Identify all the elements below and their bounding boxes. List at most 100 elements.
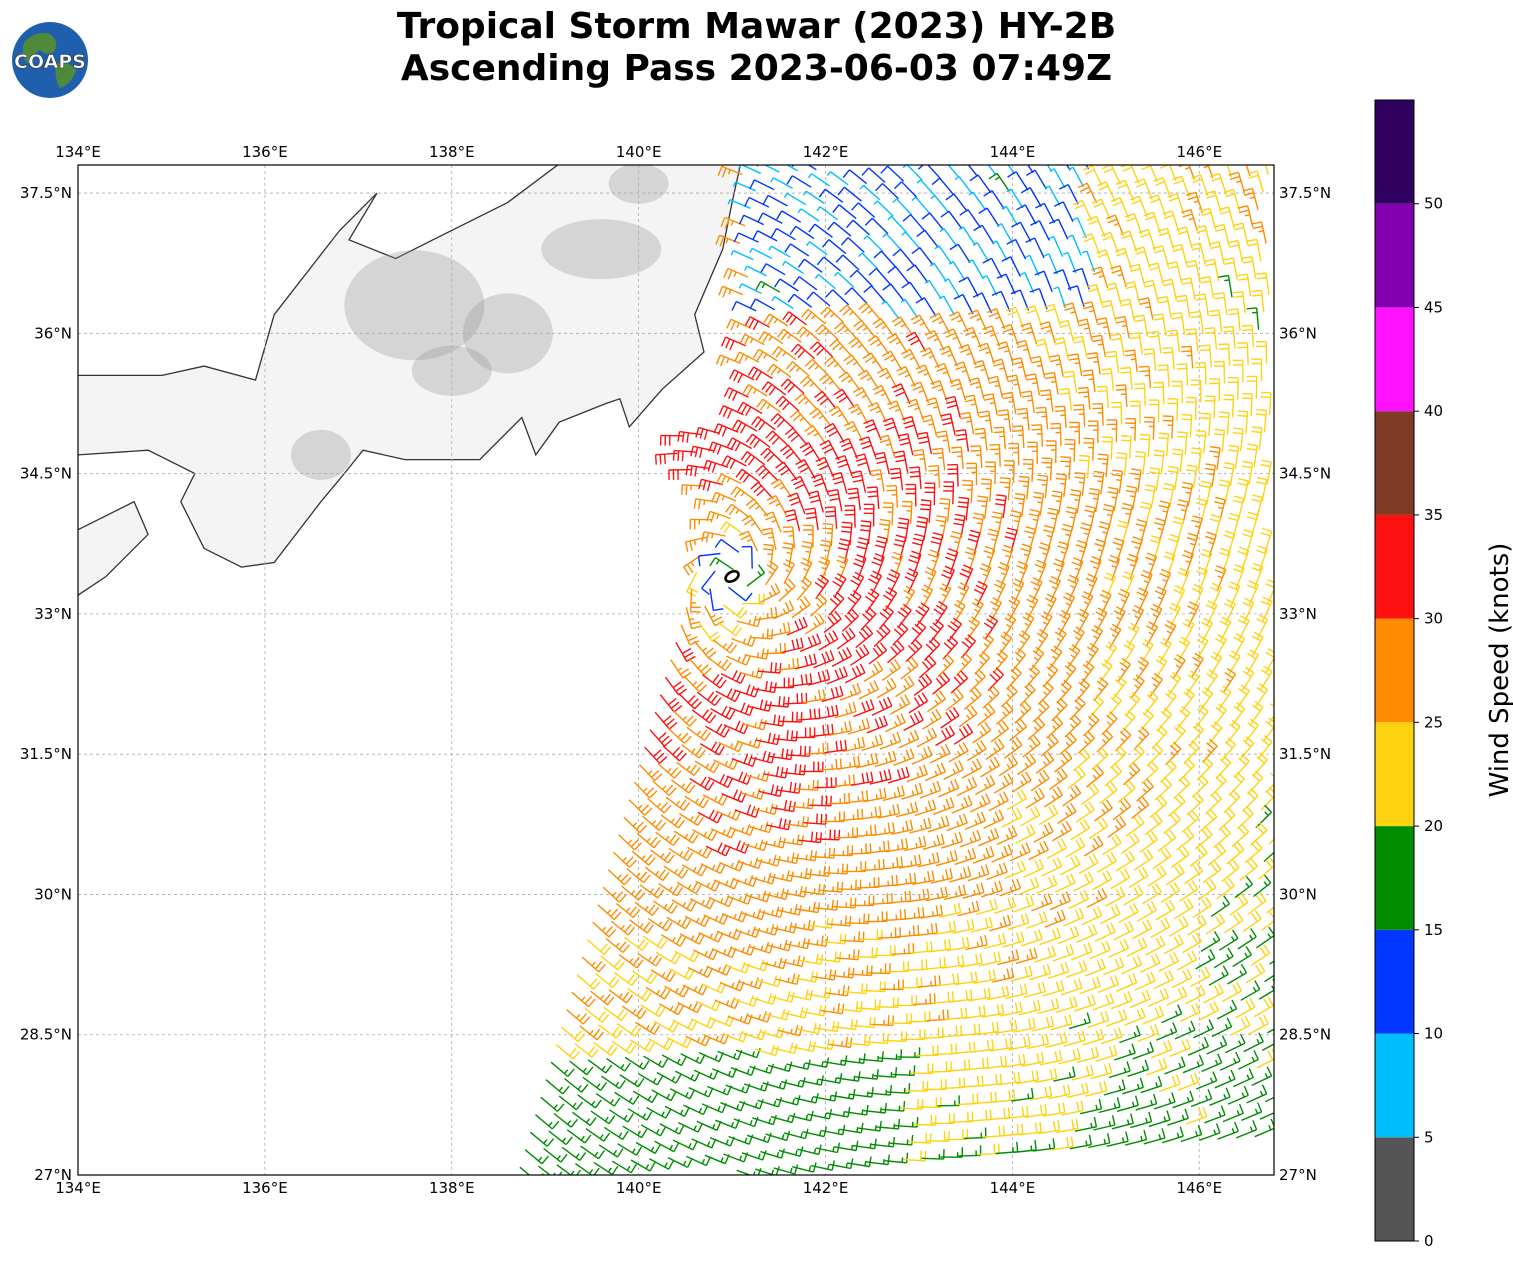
wind-barb — [734, 684, 760, 698]
wind-barb — [997, 949, 1020, 966]
wind-barb — [756, 398, 781, 413]
wind-barb — [997, 631, 1013, 657]
wind-barb — [958, 1145, 982, 1157]
wind-barb — [969, 1109, 992, 1122]
wind-barb — [1151, 725, 1168, 750]
wind-barb — [917, 852, 940, 868]
wind-barb — [835, 254, 860, 271]
wind-barb — [1053, 286, 1067, 309]
wind-barb — [900, 348, 922, 370]
wind-barb — [749, 628, 774, 640]
wind-barb — [1219, 929, 1239, 951]
wind-barb — [918, 655, 937, 679]
wind-barb — [1180, 277, 1196, 300]
wind-barb — [519, 1166, 544, 1175]
wind-barb — [1154, 586, 1167, 612]
wind-barb — [785, 816, 810, 828]
wind-barb — [870, 469, 885, 492]
wind-barb — [585, 1128, 611, 1142]
wind-barb — [1094, 799, 1113, 822]
wind-barb — [770, 478, 793, 498]
wind-barb — [828, 405, 850, 426]
wind-barb — [642, 935, 668, 949]
wind-barb — [1024, 305, 1043, 327]
wind-barb — [1040, 389, 1054, 412]
wind-barb — [857, 999, 881, 1011]
wind-barb — [944, 1007, 968, 1021]
wind-barb — [867, 335, 890, 355]
wind-barb — [1048, 575, 1061, 601]
wind-barb — [1012, 771, 1032, 793]
wind-barb — [789, 1110, 814, 1122]
wind-barb — [1149, 795, 1168, 818]
wind-barb — [670, 779, 696, 794]
wind-barb — [977, 703, 996, 727]
wind-barb — [1088, 817, 1109, 840]
wind-barb — [874, 750, 897, 768]
wind-barb — [916, 179, 936, 197]
wind-barb — [1067, 353, 1083, 376]
wind-barb — [1031, 424, 1044, 447]
wind-barb — [1098, 1097, 1121, 1114]
wind-barb — [1182, 1054, 1205, 1074]
wind-barb — [1188, 722, 1205, 747]
wind-barb — [850, 470, 867, 493]
wind-barb — [995, 1141, 1019, 1155]
wind-barb — [741, 593, 765, 605]
wind-barb — [1153, 176, 1172, 199]
colorbar-bin — [1375, 722, 1414, 827]
wind-barb — [955, 429, 970, 452]
wind-barb — [709, 588, 724, 611]
wind-barb — [1027, 717, 1046, 741]
wind-barb — [1106, 1131, 1129, 1147]
wind-barb — [1167, 193, 1185, 215]
wind-barb — [866, 486, 880, 509]
wind-barb — [959, 209, 982, 229]
wind-barb — [1009, 718, 1028, 742]
wind-barb — [1108, 1061, 1131, 1079]
wind-barb — [1087, 1010, 1110, 1029]
wind-barb — [1088, 694, 1104, 719]
wind-barb — [947, 1059, 971, 1072]
wind-barb — [726, 437, 752, 452]
wind-barb — [924, 762, 946, 782]
wind-barb — [751, 416, 776, 431]
wind-barb — [744, 196, 770, 208]
wind-barb — [1074, 471, 1086, 496]
wind-barb — [1133, 726, 1150, 751]
wind-barb — [665, 796, 691, 811]
wind-barb — [878, 605, 894, 630]
wind-barb — [702, 793, 728, 806]
lon-tick-label-bottom: 144°E — [990, 1179, 1036, 1197]
wind-barb — [1154, 655, 1168, 681]
wind-barb — [1070, 819, 1090, 841]
wind-barb — [1144, 813, 1163, 836]
wind-barb — [985, 738, 1005, 760]
wind-barb — [681, 744, 706, 759]
wind-barb — [653, 1020, 679, 1033]
wind-barb — [902, 585, 916, 611]
wind-barb — [1096, 249, 1114, 271]
wind-barb — [746, 564, 766, 587]
lat-tick-label-left: 31.5°N — [20, 745, 72, 763]
wind-barb — [1199, 686, 1214, 712]
wind-barb — [1196, 756, 1214, 781]
wind-barb — [1035, 751, 1055, 774]
wind-barb — [683, 675, 707, 693]
wind-barb — [717, 621, 743, 637]
wind-barb — [1017, 753, 1037, 776]
wind-barb — [815, 456, 835, 478]
wind-barb — [965, 934, 988, 951]
wind-barb — [809, 917, 834, 929]
wind-barb — [909, 466, 922, 490]
wind-barb — [745, 433, 771, 449]
wind-barb — [1113, 1043, 1136, 1061]
wind-barb — [1246, 443, 1258, 468]
wind-barb — [1176, 294, 1191, 318]
wind-barb — [816, 704, 839, 720]
wind-barb — [1072, 217, 1087, 239]
wind-barb — [952, 918, 975, 934]
colorbar-tick-label: 5 — [1424, 1128, 1434, 1146]
wind-barb — [1197, 165, 1214, 179]
wind-barb — [1071, 942, 1093, 961]
